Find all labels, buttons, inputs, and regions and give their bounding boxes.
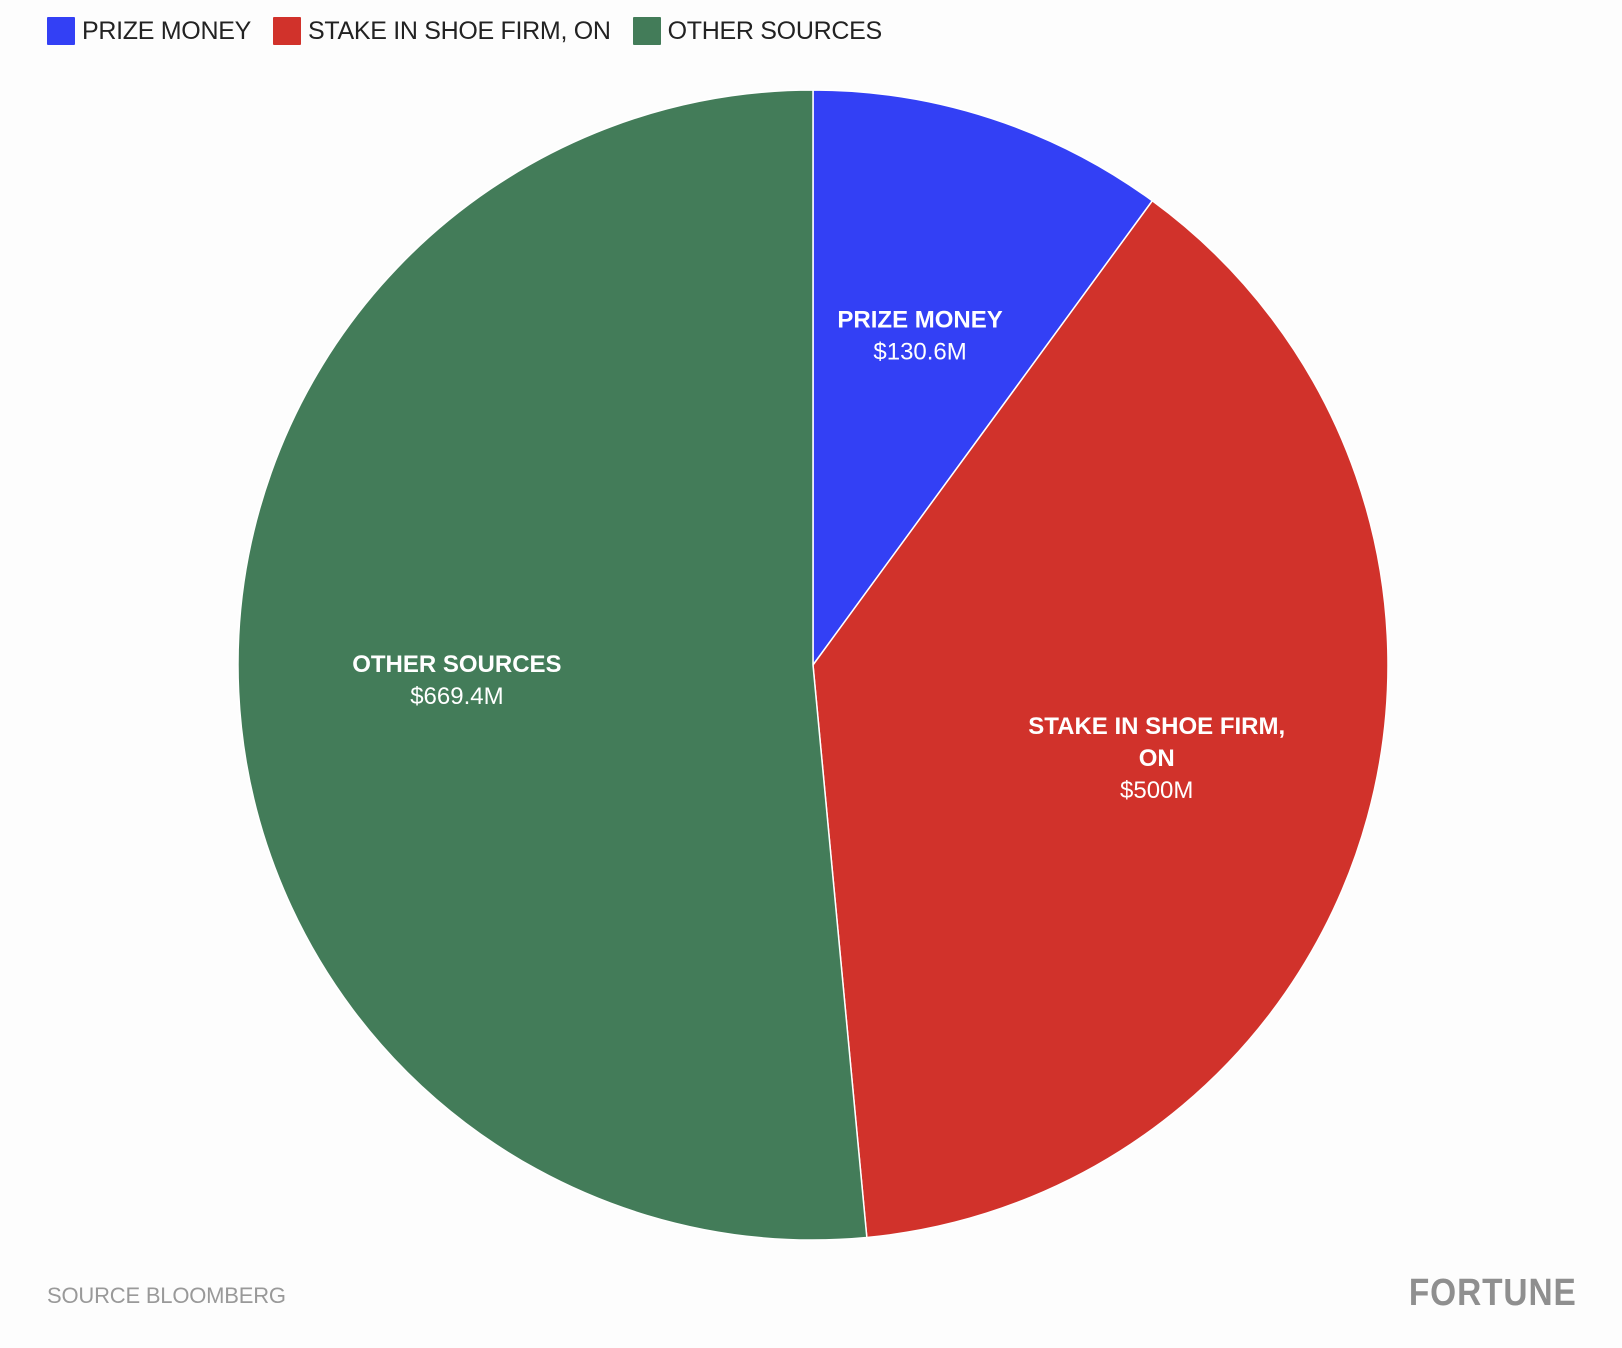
pie-slice-prize-money	[812, 89, 1154, 668]
legend-label-prize-money: PRIZE MONEY	[82, 16, 251, 45]
slice-name-label: STAKE IN SHOE FIRM,	[1028, 713, 1285, 740]
slice-value-label: $130.6M	[873, 338, 966, 365]
slice-name-label: OTHER SOURCES	[352, 651, 561, 678]
legend-item-prize-money: PRIZE MONEY	[47, 17, 251, 46]
slice-value-label: $500M	[1120, 777, 1193, 804]
brand-logo: FORTUNE	[1409, 1272, 1577, 1314]
slice-name-label: ON	[1139, 745, 1175, 772]
legend-item-other-sources: OTHER SOURCES	[632, 16, 882, 46]
slice-value-label: $669.4M	[410, 683, 503, 710]
slice-label-prize-money: PRIZE MONEY $130.6M	[837, 306, 1002, 365]
slice-name-label: PRIZE MONEY	[837, 306, 1002, 333]
legend-swatch-prize-money	[47, 17, 75, 45]
legend-swatch-shoe-stake	[272, 17, 301, 45]
legend-swatch-other-sources	[632, 17, 661, 45]
legend-label-other-sources: OTHER SOURCES	[667, 16, 882, 45]
legend-item-shoe-stake: STAKE IN SHOE FIRM, ON	[272, 16, 611, 46]
legend-label-shoe-stake: STAKE IN SHOE FIRM, ON	[307, 16, 611, 45]
slice-label-other-sources: OTHER SOURCES $669.4M	[352, 651, 561, 710]
slice-label-stake-in-shoe-firm-on: STAKE IN SHOE FIRM, ON $500M	[1028, 713, 1285, 804]
source-note: SOURCE BLOOMBERG	[47, 1283, 286, 1308]
pie-slice-stake-in-shoe-firm-on	[812, 199, 1389, 1239]
legend: PRIZE MONEY STAKE IN SHOE FIRM, ON OTHER…	[47, 14, 904, 48]
pie-slice-other-sources	[237, 89, 868, 1241]
